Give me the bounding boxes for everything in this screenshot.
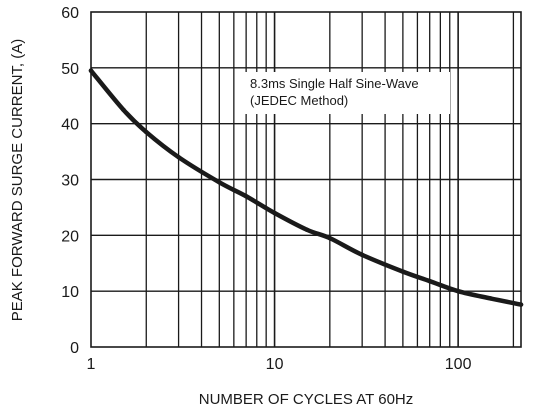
y-tick-label: 10	[61, 284, 79, 301]
tick-labels: 0 10 20 30 40 50 60 1 10 100	[61, 5, 471, 373]
data-point	[427, 278, 432, 284]
data-point	[455, 288, 461, 294]
x-tick-label: 1	[87, 356, 96, 373]
x-axis-title: NUMBER OF CYCLES AT 60Hz	[199, 391, 414, 408]
y-tick-label: 50	[61, 61, 79, 78]
data-point	[217, 180, 222, 185]
data-point	[400, 269, 406, 274]
data-point	[488, 296, 493, 301]
annotation-line1: 8.3ms Single Half Sine-Wave	[250, 76, 419, 91]
data-point	[121, 107, 126, 112]
data-point	[144, 129, 149, 135]
data-point	[176, 154, 181, 160]
data-point	[327, 235, 333, 241]
data-point	[272, 210, 277, 216]
grid	[91, 12, 521, 347]
series-layer	[88, 68, 524, 307]
data-point	[88, 68, 94, 73]
data-point	[304, 227, 310, 232]
x-tick-label: 10	[266, 356, 284, 373]
plot-frame	[90, 11, 522, 348]
annotation-background	[244, 72, 450, 114]
y-tick-label: 60	[61, 5, 79, 22]
annotation-line2: (JEDEC Method)	[250, 93, 348, 108]
x-tick-label: 100	[445, 356, 472, 373]
data-point	[518, 302, 524, 307]
y-tick-label: 30	[61, 173, 79, 190]
y-tick-label: 20	[61, 228, 79, 245]
y-tick-label: 40	[61, 117, 79, 134]
data-point	[243, 194, 249, 199]
y-axis-title: PEAK FORWARD SURGE CURRENT, (A)	[9, 39, 26, 322]
data-point	[359, 252, 365, 258]
y-tick-label: 0	[70, 340, 79, 357]
